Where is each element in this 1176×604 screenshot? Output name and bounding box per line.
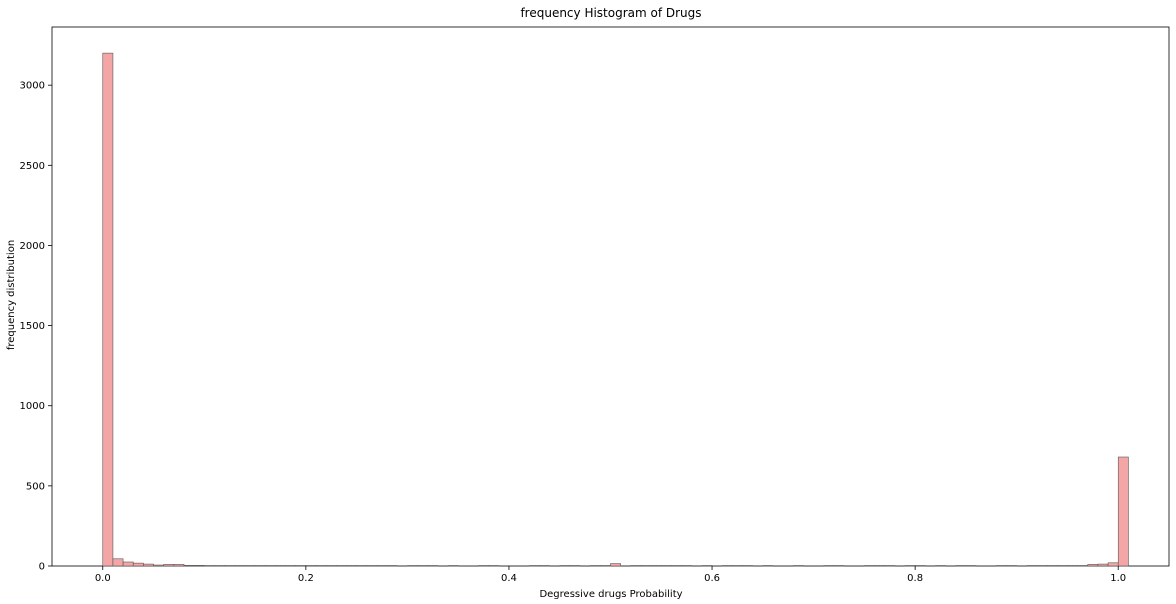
chart-title: frequency Histogram of Drugs bbox=[520, 6, 701, 20]
y-tick-label: 2000 bbox=[20, 241, 45, 252]
x-tick-label: 0.4 bbox=[501, 573, 517, 584]
histogram-bar bbox=[742, 565, 753, 567]
histogram-bar bbox=[1107, 562, 1119, 567]
histogram-bar bbox=[732, 565, 743, 567]
x-axis-label: Degressive drugs Probability bbox=[539, 589, 682, 600]
histogram-bar bbox=[305, 565, 317, 567]
histogram-bar bbox=[224, 565, 236, 567]
histogram-bar bbox=[1067, 565, 1078, 567]
histogram-bar bbox=[701, 565, 713, 567]
histogram-bar bbox=[660, 565, 672, 567]
histogram-bar bbox=[417, 565, 429, 567]
x-tick-label: 1.0 bbox=[1110, 573, 1126, 584]
histogram-bar bbox=[407, 565, 418, 567]
histogram-bar bbox=[132, 562, 144, 567]
histogram-bar bbox=[864, 565, 875, 567]
histogram-bar bbox=[386, 565, 398, 567]
histogram-bar bbox=[112, 558, 124, 567]
histogram-bar bbox=[1117, 456, 1129, 567]
histogram-bar bbox=[153, 564, 165, 567]
plot-area bbox=[51, 26, 1170, 567]
histogram-bar bbox=[1097, 563, 1109, 567]
histogram-bar bbox=[792, 565, 804, 567]
x-tick-label: 0.6 bbox=[704, 573, 720, 584]
histogram-bar bbox=[193, 565, 205, 567]
histogram-bar bbox=[315, 565, 327, 567]
histogram-bar bbox=[285, 565, 297, 567]
histogram-bar bbox=[173, 564, 185, 567]
histogram-bar bbox=[640, 565, 652, 567]
histogram-bar bbox=[488, 565, 500, 567]
histogram-bar bbox=[427, 565, 439, 567]
histogram-bar bbox=[935, 565, 946, 567]
histogram-bar bbox=[325, 565, 337, 567]
x-tick-label: 0.0 bbox=[95, 573, 111, 584]
histogram-bar bbox=[1057, 565, 1068, 567]
histogram-bar bbox=[1036, 565, 1048, 567]
histogram-bar bbox=[143, 563, 154, 567]
histogram-bar bbox=[336, 565, 347, 567]
histogram-bar bbox=[1046, 565, 1058, 567]
y-tick-label: 500 bbox=[26, 481, 45, 492]
y-axis-label: frequency distribution bbox=[6, 240, 17, 350]
y-tick-label: 1000 bbox=[20, 401, 45, 412]
histogram-bar bbox=[183, 565, 195, 567]
histogram-bar bbox=[295, 565, 307, 567]
histogram-bar bbox=[447, 565, 459, 567]
axes-group: 0.0 0.2 0.4 0.6 0.8 1.0 0 500 1000 1500 2000 2500 30… bbox=[20, 81, 1127, 584]
histogram-bar bbox=[478, 565, 489, 567]
histogram-bar bbox=[102, 52, 114, 567]
x-tick-label: 0.2 bbox=[298, 573, 314, 584]
histogram-bar bbox=[1026, 565, 1038, 567]
histogram-bar bbox=[589, 565, 601, 567]
histogram-bar bbox=[346, 565, 357, 567]
histogram-bar bbox=[1077, 565, 1089, 567]
y-tick-label: 1500 bbox=[20, 321, 45, 332]
histogram-bar bbox=[884, 565, 896, 567]
histogram-bar bbox=[234, 565, 246, 567]
histogram-bar bbox=[630, 565, 642, 567]
histogram-bar bbox=[569, 565, 581, 567]
histogram-bar bbox=[204, 565, 215, 567]
histogram-bar bbox=[721, 565, 733, 567]
x-tick-label: 0.8 bbox=[907, 573, 923, 584]
histogram-bar bbox=[823, 565, 835, 567]
histogram-bar bbox=[163, 564, 175, 567]
y-tick-label: 0 bbox=[39, 562, 45, 573]
histogram-bar bbox=[904, 565, 916, 567]
y-tick-label: 3000 bbox=[20, 81, 45, 92]
y-tick-label: 2500 bbox=[20, 161, 45, 172]
histogram-bar bbox=[600, 565, 611, 567]
histogram-bar bbox=[681, 565, 693, 567]
histogram-bar bbox=[366, 565, 378, 567]
histogram-bar bbox=[244, 565, 256, 567]
histogram-bar bbox=[122, 561, 134, 567]
histogram-bar bbox=[539, 565, 550, 567]
histogram-bar bbox=[671, 565, 682, 567]
bars-group bbox=[102, 52, 1129, 567]
histogram-bar bbox=[1006, 565, 1017, 567]
histogram-bar bbox=[275, 565, 286, 567]
histogram-bar bbox=[650, 565, 662, 567]
histogram-bar bbox=[833, 565, 845, 567]
histogram-bar bbox=[1087, 564, 1099, 567]
histogram-bar bbox=[559, 565, 571, 567]
histogram-bar bbox=[356, 565, 368, 567]
histogram-bar bbox=[610, 563, 621, 567]
histogram-bar bbox=[264, 565, 276, 567]
histogram-bar bbox=[214, 565, 225, 567]
histogram-bar bbox=[762, 565, 774, 567]
histogram-bar bbox=[914, 565, 926, 567]
histogram-bar bbox=[955, 565, 967, 567]
histogram-bar bbox=[965, 565, 977, 567]
histogram-bar bbox=[376, 565, 388, 567]
histogram-bar bbox=[874, 565, 885, 567]
histogram-bar bbox=[528, 565, 540, 567]
histogram-bar bbox=[996, 565, 1007, 567]
histogram-bar bbox=[254, 565, 266, 567]
